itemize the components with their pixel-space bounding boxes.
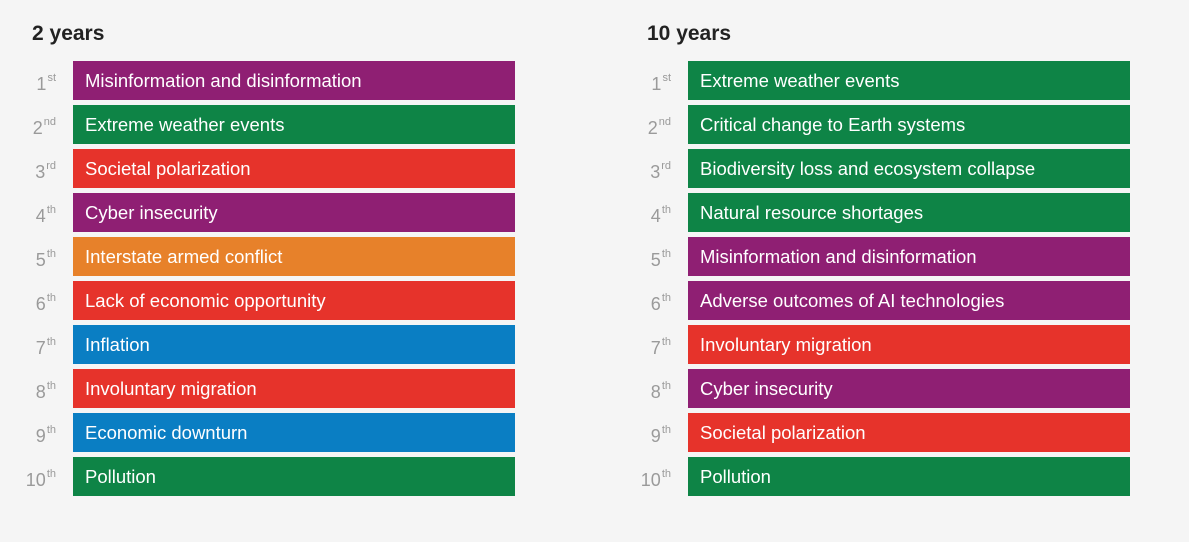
rank-suffix: th xyxy=(661,380,671,392)
rank-suffix: th xyxy=(46,248,56,260)
rank: 5th xyxy=(621,237,671,280)
rank: 6th xyxy=(621,281,671,324)
rank: 7th xyxy=(621,325,671,368)
rank-number: 3 xyxy=(650,162,661,182)
rank: 8th xyxy=(6,369,56,412)
rank-suffix: th xyxy=(46,292,56,304)
risk-bar: Inflation xyxy=(73,325,515,364)
rank: 9th xyxy=(6,413,56,456)
rank-number: 10 xyxy=(640,470,661,490)
rank-suffix: nd xyxy=(43,116,56,128)
rank: 8th xyxy=(621,369,671,412)
rank: 1st xyxy=(6,61,56,104)
rank-number: 8 xyxy=(35,382,46,402)
panel: 2 years 1st Misinformation and disinformat… xyxy=(0,0,520,542)
rank: 4th xyxy=(6,193,56,236)
risk-bar: Lack of economic opportunity xyxy=(73,281,515,320)
risk-bar: Interstate armed conflict xyxy=(73,237,515,276)
rank-suffix: th xyxy=(46,468,56,480)
risk-bar: Cyber insecurity xyxy=(688,369,1130,408)
rank-suffix: th xyxy=(661,248,671,260)
rank-number: 9 xyxy=(35,426,46,446)
risk-bar: Pollution xyxy=(73,457,515,496)
risk-bar: Extreme weather events xyxy=(73,105,515,144)
rank-number: 5 xyxy=(650,250,661,270)
panel-title: 10 years xyxy=(647,22,732,45)
rank-number: 1 xyxy=(36,74,47,94)
risk-bar: Biodiversity loss and ecosystem collapse xyxy=(688,149,1130,188)
risk-bar: Cyber insecurity xyxy=(73,193,515,232)
rank-number: 8 xyxy=(650,382,661,402)
rank-number: 3 xyxy=(35,162,46,182)
rank-suffix: th xyxy=(661,424,671,436)
rank: 3rd xyxy=(621,149,671,192)
risk-bar: Involuntary migration xyxy=(73,369,515,408)
rank: 3rd xyxy=(6,149,56,192)
rank-suffix: th xyxy=(46,424,56,436)
rank-number: 10 xyxy=(25,470,46,490)
rank: 4th xyxy=(621,193,671,236)
rank-number: 6 xyxy=(35,294,46,314)
rank-suffix: rd xyxy=(661,160,671,172)
rank-suffix: st xyxy=(47,72,56,84)
risk-bar: Extreme weather events xyxy=(688,61,1130,100)
rank-suffix: st xyxy=(662,72,671,84)
rank-suffix: th xyxy=(661,468,671,480)
risk-bar: Misinformation and disinformation xyxy=(688,237,1130,276)
rank: 2nd xyxy=(621,105,671,148)
rank-suffix: nd xyxy=(658,116,671,128)
rank-number: 4 xyxy=(35,206,46,226)
rank-number: 6 xyxy=(650,294,661,314)
risk-bar: Adverse outcomes of AI technologies xyxy=(688,281,1130,320)
rank-number: 7 xyxy=(35,338,46,358)
rank: 10th xyxy=(6,457,56,500)
rank-number: 7 xyxy=(650,338,661,358)
rank: 5th xyxy=(6,237,56,280)
risk-bar: Economic downturn xyxy=(73,413,515,452)
rank-number: 2 xyxy=(647,118,658,138)
rank-suffix: th xyxy=(46,204,56,216)
risk-bar: Critical change to Earth systems xyxy=(688,105,1130,144)
rank-suffix: th xyxy=(46,380,56,392)
rank-number: 9 xyxy=(650,426,661,446)
rank: 7th xyxy=(6,325,56,368)
rank-suffix: th xyxy=(661,292,671,304)
rank-suffix: th xyxy=(46,336,56,348)
rank: 6th xyxy=(6,281,56,324)
rank-suffix: th xyxy=(661,204,671,216)
rank: 1st xyxy=(621,61,671,104)
rank: 10th xyxy=(621,457,671,500)
risk-bar: Natural resource shortages xyxy=(688,193,1130,232)
rank-number: 1 xyxy=(651,74,662,94)
risk-bar: Misinformation and disinformation xyxy=(73,61,515,100)
risk-bar: Societal polarization xyxy=(73,149,515,188)
rank: 2nd xyxy=(6,105,56,148)
risk-bar: Societal polarization xyxy=(688,413,1130,452)
rank-number: 5 xyxy=(35,250,46,270)
risk-bar: Pollution xyxy=(688,457,1130,496)
rank-suffix: rd xyxy=(46,160,56,172)
panel: 10 years 1st Extreme weather events 2nd Crit… xyxy=(615,0,1135,542)
rank-number: 4 xyxy=(650,206,661,226)
rank-number: 2 xyxy=(32,118,43,138)
risk-bar: Involuntary migration xyxy=(688,325,1130,364)
rank-suffix: th xyxy=(661,336,671,348)
panel-title: 2 years xyxy=(32,22,105,45)
rank: 9th xyxy=(621,413,671,456)
